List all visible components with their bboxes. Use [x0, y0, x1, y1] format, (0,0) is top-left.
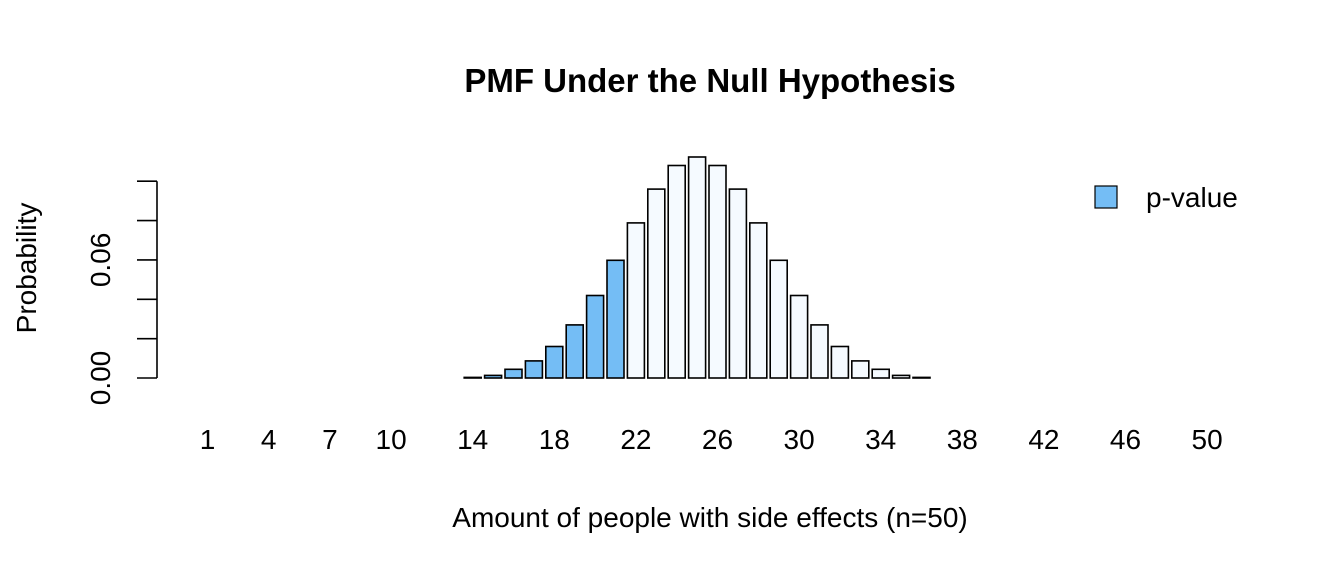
bar-31: [810, 324, 829, 379]
bar-27: [728, 188, 748, 379]
bar-33: [850, 360, 870, 379]
bar-18: [544, 345, 564, 379]
y-axis-label: Probability: [11, 203, 42, 334]
bar-15: [483, 374, 503, 379]
bar-36: [912, 376, 931, 379]
x-tick-label-34: 34: [865, 424, 896, 455]
x-tick-label-18: 18: [539, 424, 570, 455]
bar-17: [524, 360, 544, 379]
legend-label-p-value: p-value: [1146, 182, 1238, 213]
x-tick-label-10: 10: [376, 424, 407, 455]
x-tick-label-30: 30: [784, 424, 815, 455]
x-tick-labels: 1 4 7 10 14 18 22 26 30 34 38 42 46 50: [200, 424, 1223, 455]
bar-23: [646, 188, 666, 379]
bar-35: [891, 374, 911, 379]
x-tick-label-46: 46: [1110, 424, 1141, 455]
x-tick-label-42: 42: [1028, 424, 1059, 455]
x-tick-label-22: 22: [620, 424, 651, 455]
x-tick-label-4: 4: [261, 424, 277, 455]
bar-20: [585, 294, 605, 379]
y-tick-label-0: 0.00: [85, 351, 116, 406]
y-tick-label-3: 0.06: [85, 233, 116, 288]
bar-30: [789, 294, 809, 379]
x-tick-label-38: 38: [947, 424, 978, 455]
bar-24: [667, 164, 687, 379]
bar-14: [463, 376, 483, 379]
bar-16: [504, 368, 523, 379]
bar-25: [687, 156, 707, 379]
bar-34: [871, 368, 891, 379]
bar-29: [769, 259, 789, 379]
bar-26: [708, 164, 727, 379]
bars-group: [463, 156, 931, 379]
x-tick-label-26: 26: [702, 424, 733, 455]
legend: p-value: [1094, 182, 1238, 213]
bar-19: [565, 324, 585, 379]
bar-28: [748, 222, 768, 379]
legend-swatch-p-value: [1094, 185, 1118, 209]
x-tick-label-14: 14: [457, 424, 488, 455]
bar-32: [830, 345, 850, 379]
x-tick-label-7: 7: [322, 424, 338, 455]
x-axis-label: Amount of people with side effects (n=50…: [452, 502, 967, 533]
x-tick-label-50: 50: [1192, 424, 1223, 455]
chart-title: PMF Under the Null Hypothesis: [464, 62, 955, 99]
bar-21: [606, 259, 625, 379]
y-axis: 0.00 0.06: [85, 180, 158, 406]
x-tick-label-1: 1: [200, 424, 216, 455]
bar-22: [626, 222, 646, 379]
